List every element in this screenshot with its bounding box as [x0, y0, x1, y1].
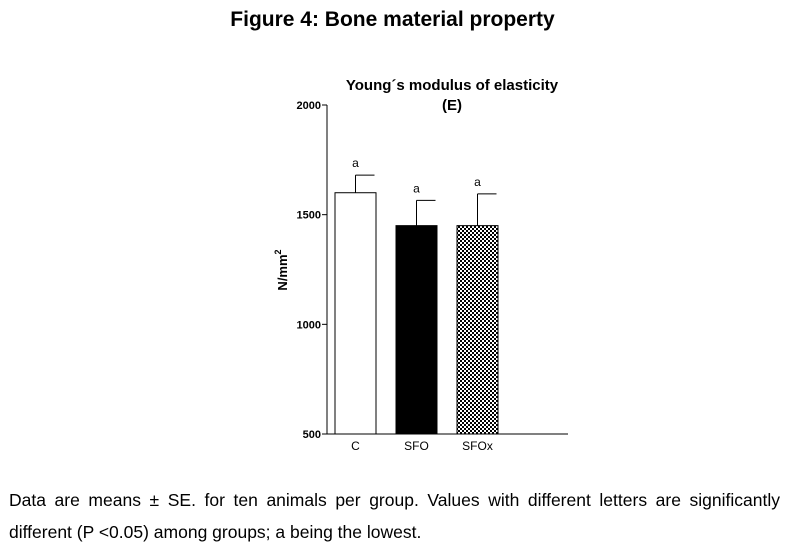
y-axis-label: N/mm2 — [273, 249, 290, 290]
figure-title: Figure 4: Bone material property — [230, 8, 555, 31]
chart-title-line2: (E) — [442, 97, 462, 114]
bar-sfox — [456, 225, 499, 435]
y-tick-label: 1500 — [297, 210, 321, 222]
chart: Young´s modulus of elasticity (E) N/mm2 … — [273, 77, 568, 453]
figure-caption: Data are means ± SE. for ten animals per… — [9, 490, 780, 542]
x-tick-label: SFO — [404, 439, 429, 453]
significance-letter: a — [352, 156, 359, 170]
x-tick-label: SFOx — [462, 439, 493, 453]
x-axis-labels: C SFO SFOx — [351, 439, 493, 453]
x-tick-label: C — [351, 439, 360, 453]
y-tick-label: 2000 — [297, 100, 321, 112]
significance-letter: a — [474, 175, 481, 189]
y-tick-label: 1000 — [297, 319, 321, 331]
y-axis-ticks: 500 1000 1500 2000 — [297, 100, 327, 441]
significance-letter: a — [413, 181, 420, 195]
bar-c — [334, 192, 377, 435]
y-axis-label-text: N/mm — [275, 254, 290, 290]
bar-sfo — [395, 225, 438, 435]
bars: a a a — [334, 156, 499, 435]
chart-title-line1: Young´s modulus of elasticity — [346, 77, 559, 94]
y-tick-label: 500 — [303, 429, 321, 441]
y-axis-label-superscript: 2 — [273, 249, 283, 254]
